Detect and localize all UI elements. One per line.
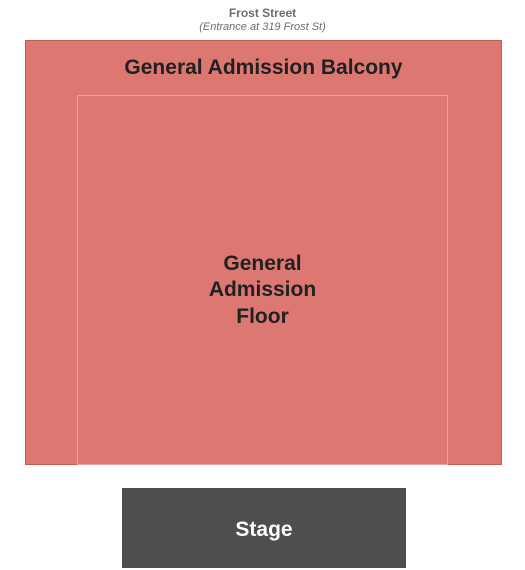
stage-section: Stage bbox=[122, 488, 406, 568]
street-name: Frost Street bbox=[0, 6, 525, 20]
floor-label: GeneralAdmissionFloor bbox=[78, 251, 447, 330]
floor-section[interactable]: GeneralAdmissionFloor bbox=[77, 95, 448, 465]
stage-label: Stage bbox=[122, 518, 406, 542]
balcony-label: General Admission Balcony bbox=[26, 41, 501, 80]
header: Frost Street (Entrance at 319 Frost St) bbox=[0, 0, 525, 33]
entrance-note: (Entrance at 319 Frost St) bbox=[0, 21, 525, 33]
